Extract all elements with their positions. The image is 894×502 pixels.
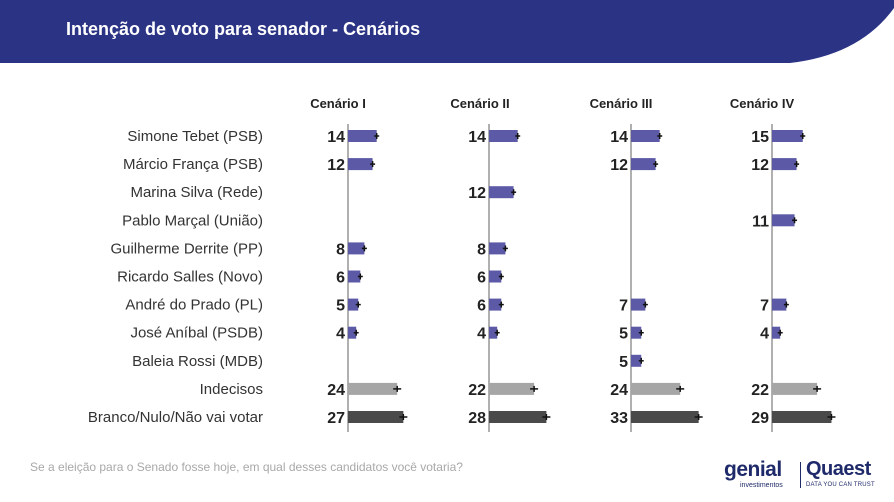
bar [772, 326, 781, 339]
bar [489, 298, 502, 311]
candidate-label: Branco/Nulo/Não vai votar [88, 409, 263, 426]
bar [348, 158, 373, 171]
data-label: 14 [327, 129, 345, 146]
data-label: 6 [477, 298, 486, 315]
candidate-label: Marina Silva (Rede) [130, 184, 263, 201]
data-label: 8 [477, 241, 486, 258]
data-label: 22 [468, 382, 486, 399]
candidate-label: Guilherme Derrite (PP) [110, 240, 263, 257]
data-label: 7 [619, 298, 628, 315]
bar [489, 242, 506, 255]
bar [772, 158, 797, 171]
bar [348, 130, 377, 142]
header-banner: Intenção de voto para senador - Cenários [0, 0, 894, 63]
genial-logo-sub: investimentos [740, 482, 783, 489]
bar [631, 326, 642, 339]
data-label: 28 [468, 410, 486, 427]
header-background [0, 0, 894, 63]
candidate-label: Pablo Marçal (União) [122, 212, 263, 229]
bar [631, 411, 699, 423]
scenario-header-3: Cenário III [590, 96, 653, 111]
data-label: 22 [751, 382, 769, 399]
scenario-header-4: Cenário IV [730, 96, 795, 111]
data-label: 14 [610, 129, 628, 146]
quaest-logo: Quaest DATA YOU CAN TRUST [806, 458, 876, 490]
bar [772, 298, 787, 311]
data-label: 14 [468, 129, 486, 146]
data-label: 6 [477, 270, 486, 287]
bar [489, 130, 518, 142]
genial-logo: genial investimentos [724, 458, 796, 490]
data-label: 27 [327, 410, 345, 427]
quaest-logo-name: Quaest [806, 458, 871, 480]
data-label: 5 [336, 298, 345, 315]
candidate-label: Simone Tebet (PSB) [127, 128, 263, 145]
bar [772, 214, 795, 227]
data-label: 24 [610, 382, 628, 399]
candidate-label: Márcio França (PSB) [123, 156, 263, 173]
bar [631, 354, 642, 367]
data-label: 7 [760, 298, 769, 315]
bar [772, 382, 818, 395]
candidate-label: Ricardo Salles (Novo) [117, 269, 263, 286]
page-title: Intenção de voto para senador - Cenários [66, 19, 421, 39]
bar [348, 411, 404, 423]
bar [348, 298, 359, 311]
data-label: 5 [619, 354, 628, 371]
data-label: 12 [610, 157, 628, 174]
genial-logo-name: genial [724, 458, 782, 481]
data-label: 15 [751, 129, 769, 146]
quaest-logo-sub: DATA YOU CAN TRUST [806, 482, 875, 488]
bar [348, 382, 398, 395]
data-label: 11 [752, 213, 769, 230]
bar [631, 130, 660, 142]
scenario-header-2: Cenário II [450, 96, 509, 111]
candidate-label: Indecisos [200, 381, 263, 398]
bar [631, 382, 681, 395]
candidate-label: André do Prado (PL) [125, 297, 263, 314]
scenario-header-1: Cenário I [310, 96, 366, 111]
bar [631, 158, 656, 171]
data-label: 8 [336, 241, 345, 258]
bar [348, 326, 357, 339]
survey-question-footnote: Se a eleição para o Senado fosse hoje, e… [30, 460, 463, 474]
bar [489, 270, 502, 283]
data-label: 12 [327, 157, 345, 174]
data-label: 4 [336, 326, 345, 343]
data-label: 5 [619, 326, 628, 343]
bar [489, 326, 498, 339]
candidate-label: Baleia Rossi (MDB) [132, 353, 263, 370]
bar [489, 382, 535, 395]
bar [772, 411, 832, 423]
data-label: 6 [336, 270, 345, 287]
data-label: 33 [610, 410, 628, 427]
data-label: 12 [468, 185, 486, 202]
candidate-label: José Aníbal (PSDB) [130, 325, 263, 342]
data-label: 29 [751, 410, 769, 427]
data-label: 4 [760, 326, 769, 343]
bar [348, 270, 361, 283]
bar [348, 242, 365, 255]
scenario-bar-chart: Cenário I Cenário II Cenário III Cenário IV… [88, 96, 836, 432]
bar [489, 186, 514, 199]
bar [772, 130, 803, 142]
logo-divider [800, 462, 801, 488]
bar [631, 298, 646, 311]
data-label: 4 [477, 326, 486, 343]
data-label: 12 [751, 157, 769, 174]
bar [489, 411, 547, 423]
data-label: 24 [327, 382, 345, 399]
